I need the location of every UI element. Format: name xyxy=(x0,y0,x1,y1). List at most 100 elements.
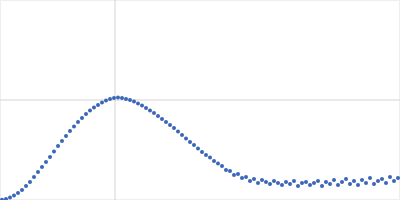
point xyxy=(328,182,332,186)
point xyxy=(192,143,196,147)
point xyxy=(60,139,64,143)
points xyxy=(0,96,400,200)
point xyxy=(308,183,312,187)
point xyxy=(252,177,256,181)
point xyxy=(324,180,328,184)
point xyxy=(212,159,216,163)
point xyxy=(64,134,68,138)
chart xyxy=(0,0,400,200)
point xyxy=(356,183,360,187)
point xyxy=(268,182,272,186)
point xyxy=(8,196,12,200)
point xyxy=(280,183,284,187)
point xyxy=(168,123,172,127)
point xyxy=(32,175,36,179)
grid-line-y xyxy=(0,100,400,101)
point xyxy=(184,137,188,141)
point xyxy=(364,181,368,185)
point xyxy=(204,153,208,157)
point xyxy=(244,175,248,179)
point xyxy=(388,175,392,179)
point xyxy=(132,100,136,104)
point xyxy=(104,99,108,103)
point xyxy=(144,106,148,110)
point xyxy=(136,102,140,106)
point xyxy=(188,140,192,144)
point xyxy=(232,173,236,177)
point xyxy=(172,126,176,130)
point xyxy=(176,130,180,134)
point xyxy=(272,179,276,183)
point xyxy=(344,177,348,181)
point xyxy=(100,101,104,105)
point xyxy=(112,96,116,100)
point xyxy=(312,181,316,185)
point xyxy=(52,150,56,154)
point xyxy=(96,103,100,107)
point xyxy=(56,144,60,148)
point xyxy=(296,184,300,188)
point xyxy=(300,181,304,185)
point xyxy=(152,111,156,115)
point xyxy=(384,181,388,185)
point xyxy=(128,98,132,102)
point xyxy=(4,197,8,200)
point xyxy=(24,184,28,188)
point xyxy=(392,179,396,183)
point xyxy=(292,179,296,183)
point xyxy=(200,150,204,154)
point xyxy=(68,129,72,133)
point xyxy=(148,109,152,113)
point xyxy=(368,176,372,180)
point xyxy=(260,178,264,182)
point xyxy=(360,178,364,182)
point xyxy=(40,165,44,169)
point xyxy=(92,106,96,110)
point xyxy=(196,147,200,151)
point xyxy=(16,191,20,195)
point xyxy=(372,182,376,186)
point xyxy=(396,176,400,180)
point xyxy=(332,178,336,182)
point xyxy=(28,180,32,184)
point xyxy=(0,198,4,200)
point xyxy=(264,180,268,184)
point xyxy=(76,120,80,124)
point xyxy=(36,170,40,174)
point xyxy=(20,188,24,192)
point xyxy=(340,180,344,184)
point xyxy=(180,133,184,137)
point xyxy=(88,109,92,113)
point xyxy=(352,179,356,183)
point xyxy=(208,156,212,160)
point xyxy=(284,180,288,184)
point xyxy=(80,116,84,120)
point xyxy=(116,96,120,100)
point xyxy=(276,181,280,185)
point xyxy=(216,162,220,166)
point xyxy=(108,97,112,101)
point xyxy=(228,169,232,173)
point xyxy=(316,179,320,183)
point xyxy=(248,179,252,183)
point xyxy=(224,168,228,172)
point xyxy=(304,180,308,184)
point xyxy=(336,183,340,187)
point xyxy=(120,96,124,100)
point xyxy=(140,104,144,108)
point xyxy=(240,176,244,180)
point xyxy=(44,160,48,164)
point xyxy=(236,172,240,176)
point xyxy=(124,97,128,101)
point xyxy=(320,184,324,188)
point xyxy=(380,177,384,181)
point xyxy=(288,182,292,186)
point xyxy=(164,120,168,124)
point xyxy=(256,181,260,185)
point xyxy=(376,179,380,183)
point xyxy=(160,117,164,121)
point xyxy=(220,164,224,168)
point xyxy=(12,194,16,198)
point xyxy=(72,125,76,129)
point xyxy=(84,112,88,116)
